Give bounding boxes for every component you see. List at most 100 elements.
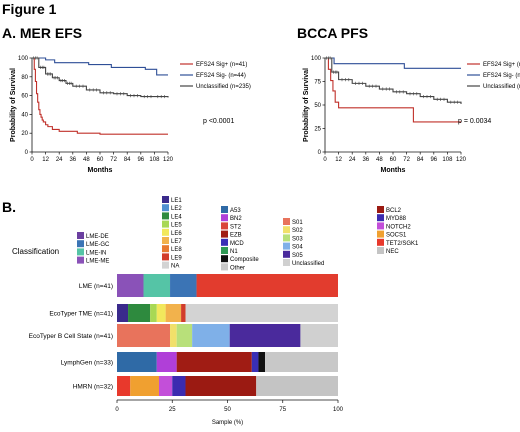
legend-label: EZB [230,233,242,239]
legend-label-1: EFS24 Sig- (n=44) [196,73,246,79]
legend-swatch [162,253,169,261]
legend-label: LME-IN [86,250,106,256]
legend-label: LE1 [171,198,182,204]
row-label: LME (n=41) [79,283,113,290]
legend-swatch [283,234,290,242]
legend-swatch [221,255,228,263]
legend-label: S01 [292,220,303,226]
bar-segment [172,376,186,396]
legend-label: NOTCH2 [386,224,411,230]
classification-bar-chart: LME-DE LME-GC LME-IN LME-ME LE1 LE2 LE4 LE5 LE6 L… [12,196,419,426]
legend-label: S02 [292,228,303,234]
legend-swatch [162,237,169,244]
row-label: EcoTyper TME (n=41) [49,311,113,318]
bar-segment [130,376,159,396]
legend-label: A53 [230,208,241,214]
bar-segment [156,304,166,322]
bar-segment [256,376,338,396]
bar-segment [300,324,338,347]
y-axis-label: Probability of Survival [10,68,17,142]
legend-swatch [221,206,228,213]
series-line-1 [325,57,461,69]
legend-swatch [283,226,290,234]
legend-swatch [162,261,169,269]
bar-segment [143,274,171,297]
x-tick-label: 0 [323,157,327,163]
x-tick-label: 60 [97,157,104,163]
x-tick-label: 25 [169,407,176,413]
legend-label: NA [171,264,179,270]
bar-segment [251,352,259,372]
series-line-0 [32,57,168,135]
legend-swatch [77,232,84,239]
bar-segment [117,352,157,372]
legend-label: BCL2 [386,208,402,214]
legend-swatch [77,256,84,264]
y-tick-label: 50 [314,103,321,109]
figure-title: Figure 1 [2,1,57,17]
legend-swatch [162,245,169,253]
x-tick-label: 108 [442,157,453,163]
legend-label: Composite [230,257,259,263]
x-axis-label: Months [381,167,406,174]
legend-label: S04 [292,245,303,251]
bar-segment [185,304,338,322]
y-tick-label: 40 [21,112,28,118]
legend-label: SOCS1 [386,233,407,239]
x-tick-label: 12 [42,157,49,163]
legend-label: LE7 [171,239,182,245]
legend-swatch [377,230,384,238]
legend-swatch [283,259,290,266]
legend-label: MYD88 [386,216,407,222]
legend-label: S03 [292,236,303,242]
bar-segment [117,304,129,322]
bar-segment [117,324,171,347]
legend-label: Other [230,265,245,271]
bar-segment [117,274,144,297]
y-tick-label: 25 [314,127,321,133]
y-tick-label: 75 [314,80,321,86]
legend-title: Classification [12,247,59,256]
panel-b-label: B. [2,199,16,215]
x-tick-label: 48 [376,157,383,163]
legend-label: S05 [292,253,303,259]
bar-segment [181,304,186,322]
legend-swatch [283,218,290,225]
legend-swatch [162,196,169,203]
legend-label: LE6 [171,231,182,237]
legend-swatch [377,238,384,246]
legend-label-1: EFS24 Sig- (n=18) [483,73,520,79]
y-axis-label: Probability of Survival [303,68,310,142]
bar-segment [117,376,131,396]
legend-label: LME-GC [86,242,110,248]
legend-swatch [162,220,169,228]
x-tick-label: 50 [224,407,231,413]
row-label: HMRN (n=32) [73,384,113,391]
legend-label: N1 [230,249,238,255]
bar-segment [196,274,338,297]
legend-label: LE4 [171,214,182,220]
bar-segment [258,352,266,372]
legend-label: LE9 [171,255,182,261]
legend-label-2: Unclassified (n=86) [483,84,520,90]
x-tick-label: 84 [417,157,424,163]
p-value-annotation: p = 0.0034 [458,118,491,125]
x-tick-label: 120 [163,157,174,163]
bar-segment [150,304,157,322]
km-chart-bcca: 0 12 24 36 48 60 72 84 96 108 120 0 25 50 75 100 Months P… [303,56,520,174]
x-tick-label: 24 [349,157,356,163]
x-tick-label: 108 [149,157,160,163]
bar-segment [128,304,151,322]
bar-segment [165,304,182,322]
x-tick-label: 84 [124,157,131,163]
legend-label-0: EFS24 Sig+ (n=41) [196,62,247,68]
x-tick-label: 96 [137,157,144,163]
x-tick-label: 24 [56,157,63,163]
legend-swatch [283,242,290,250]
x-tick-label: 72 [403,157,410,163]
row-label: EcoTyper B Cell State (n=41) [29,333,113,340]
legend-swatch [221,238,228,246]
legend-swatch [283,250,290,258]
x-tick-label: 48 [83,157,90,163]
